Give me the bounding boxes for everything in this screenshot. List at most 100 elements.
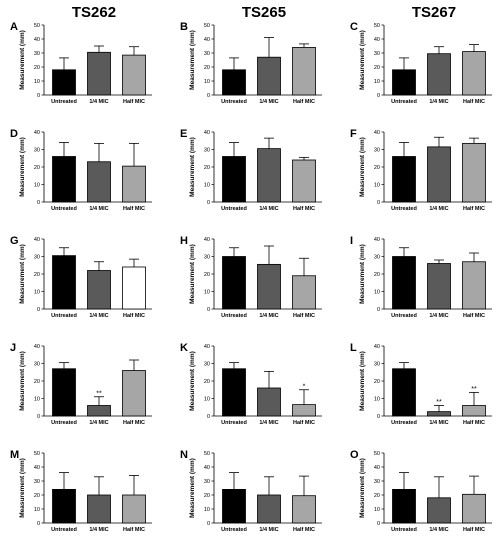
category-label: 1/4 MIC xyxy=(89,313,108,319)
y-tick-label: 30 xyxy=(204,255,210,261)
y-tick-label: 30 xyxy=(374,148,380,154)
y-tick-label: 50 xyxy=(34,23,40,29)
category-label: Half MIC xyxy=(463,99,485,105)
y-axis-label: Measurement (mm) xyxy=(359,30,366,90)
y-axis-label: Measurement (mm) xyxy=(19,458,26,518)
bar-l-3 xyxy=(462,405,486,417)
bar-b-2 xyxy=(257,56,281,96)
y-tick-label: 40 xyxy=(34,344,40,350)
bar-h-3 xyxy=(292,275,316,310)
bar-e-3 xyxy=(292,159,316,203)
bar-e-2 xyxy=(257,148,281,203)
y-tick-label: 20 xyxy=(34,165,40,171)
y-tick-label: 30 xyxy=(374,51,380,57)
y-tick-label: 20 xyxy=(374,379,380,385)
bar-j-2 xyxy=(87,405,111,417)
y-axis-label: Measurement (mm) xyxy=(189,351,196,411)
bar-k-2 xyxy=(257,387,281,417)
panel-letter-b: B xyxy=(180,21,188,33)
category-label: 1/4 MIC xyxy=(259,206,278,212)
bar-i-2 xyxy=(427,263,451,310)
y-tick-label: 10 xyxy=(34,79,40,85)
bar-n-2 xyxy=(257,494,281,524)
bar-n-3 xyxy=(292,495,316,524)
y-tick-label: 40 xyxy=(204,237,210,243)
category-label: Half MIC xyxy=(293,420,315,426)
bar-m-3 xyxy=(122,494,146,524)
bar-k-3 xyxy=(292,404,316,417)
y-tick-label: 40 xyxy=(374,465,380,471)
y-tick-label: 20 xyxy=(34,65,40,71)
y-tick-label: 40 xyxy=(204,465,210,471)
bar-h-2 xyxy=(257,263,281,310)
y-tick-label: 20 xyxy=(204,65,210,71)
y-tick-label: 40 xyxy=(34,37,40,43)
y-tick-label: 40 xyxy=(204,37,210,43)
category-label: 1/4 MIC xyxy=(429,313,448,319)
category-label: Half MIC xyxy=(463,420,485,426)
y-tick-label: 20 xyxy=(204,379,210,385)
y-tick-label: 30 xyxy=(34,479,40,485)
bar-c-1 xyxy=(392,69,416,96)
y-tick-label: 30 xyxy=(374,255,380,261)
category-label: Untreated xyxy=(221,420,247,426)
category-label: Half MIC xyxy=(293,527,315,533)
bar-l-2 xyxy=(427,411,451,417)
bar-l-1 xyxy=(392,368,416,417)
y-tick-label: 40 xyxy=(34,130,40,136)
category-label: 1/4 MIC xyxy=(259,527,278,533)
category-label: Half MIC xyxy=(293,313,315,319)
y-tick-label: 20 xyxy=(34,493,40,499)
category-label: Half MIC xyxy=(463,313,485,319)
y-tick-label: 40 xyxy=(34,237,40,243)
bar-j-3 xyxy=(122,370,146,417)
y-tick-label: 10 xyxy=(374,397,380,403)
category-label: Untreated xyxy=(221,99,247,105)
panel-letter-f: F xyxy=(350,128,357,140)
y-tick-label: 0 xyxy=(207,414,210,420)
y-tick-label: 30 xyxy=(34,255,40,261)
category-label: Half MIC xyxy=(123,527,145,533)
panel-letter-j: J xyxy=(10,342,16,354)
panel-letter-l: L xyxy=(350,342,357,354)
y-axis-label: Measurement (mm) xyxy=(189,137,196,197)
category-label: Untreated xyxy=(391,420,417,426)
y-tick-label: 40 xyxy=(374,344,380,350)
y-tick-label: 0 xyxy=(377,307,380,313)
y-tick-label: 0 xyxy=(207,93,210,99)
y-tick-label: 40 xyxy=(204,130,210,136)
bar-g-2 xyxy=(87,270,111,310)
bar-g-3 xyxy=(122,266,146,310)
y-tick-label: 0 xyxy=(207,307,210,313)
y-tick-label: 0 xyxy=(207,521,210,527)
y-tick-label: 50 xyxy=(34,451,40,457)
bar-d-1 xyxy=(52,156,76,203)
bar-m-2 xyxy=(87,494,111,524)
y-tick-label: 30 xyxy=(34,51,40,57)
category-label: 1/4 MIC xyxy=(429,99,448,105)
category-label: 1/4 MIC xyxy=(259,313,278,319)
category-label: 1/4 MIC xyxy=(89,420,108,426)
y-tick-label: 40 xyxy=(34,465,40,471)
bar-j-1 xyxy=(52,368,76,417)
y-tick-label: 50 xyxy=(374,451,380,457)
category-label: Half MIC xyxy=(123,313,145,319)
y-axis-label: Measurement (mm) xyxy=(359,137,366,197)
y-tick-label: 10 xyxy=(34,397,40,403)
category-label: Untreated xyxy=(391,313,417,319)
category-label: Half MIC xyxy=(123,99,145,105)
y-tick-label: 30 xyxy=(34,148,40,154)
y-tick-label: 0 xyxy=(37,200,40,206)
y-tick-label: 40 xyxy=(374,37,380,43)
y-tick-label: 20 xyxy=(374,165,380,171)
bar-a-1 xyxy=(52,69,76,96)
panel-letter-k: K xyxy=(180,342,188,354)
y-axis-label: Measurement (mm) xyxy=(19,351,26,411)
